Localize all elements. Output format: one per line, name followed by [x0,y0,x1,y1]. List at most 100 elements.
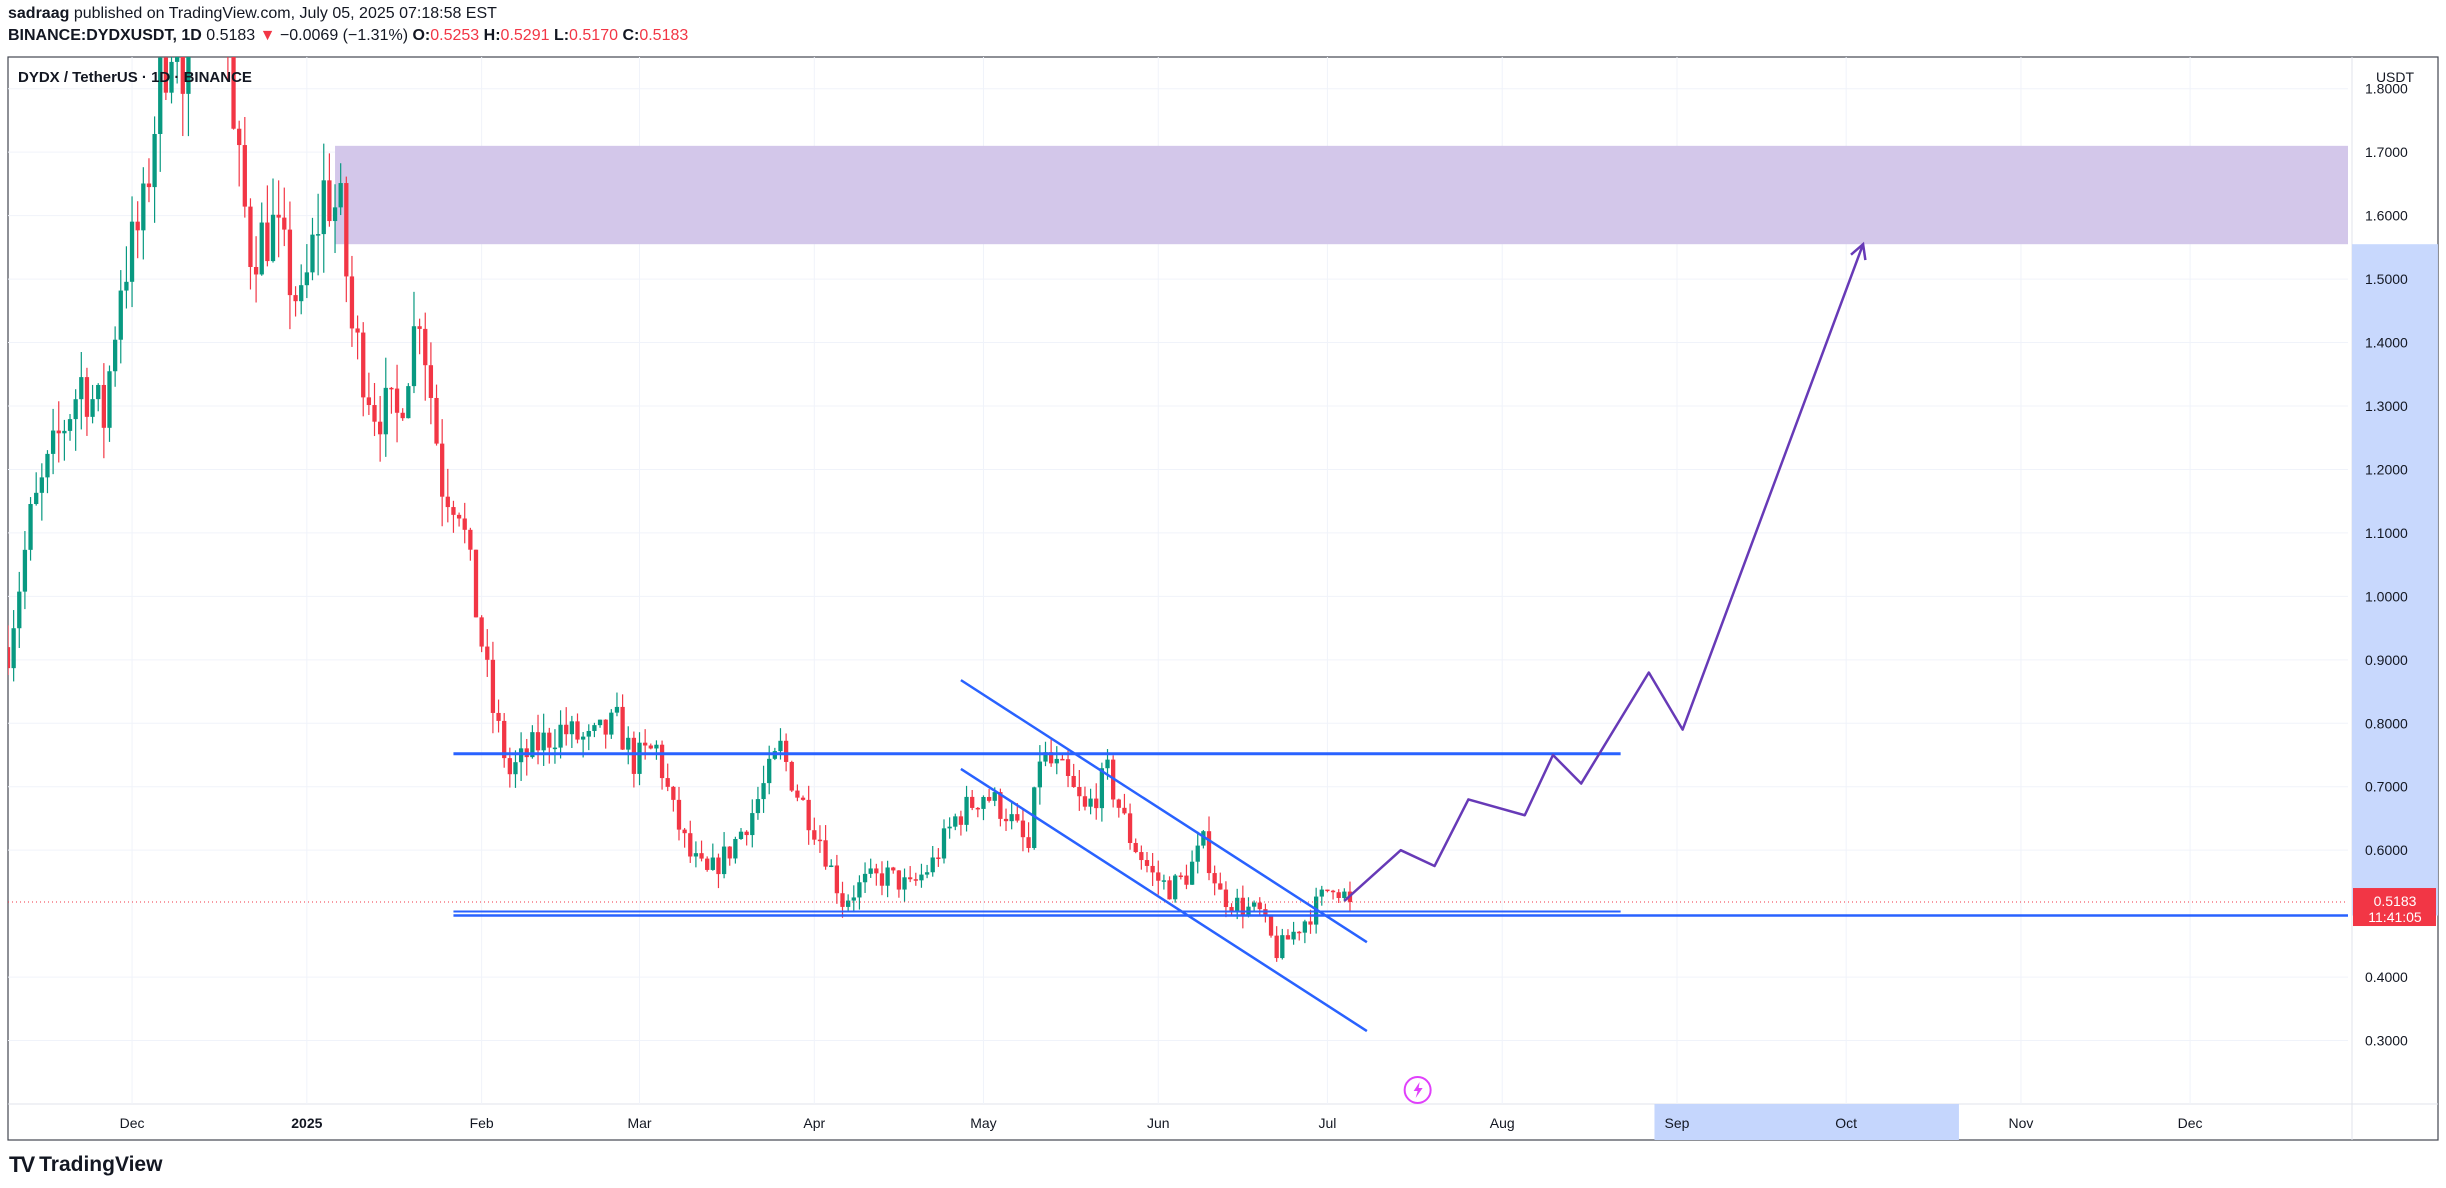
candle-body [1342,891,1347,898]
candle-body [1297,931,1302,934]
candle-body [761,783,766,800]
candle-body [1048,752,1054,764]
candle-body [1150,865,1155,873]
candle-body [1274,935,1279,959]
candle-body [924,872,930,875]
candle-body [406,386,411,419]
candle-body [1026,837,1031,848]
candle-body [175,57,180,62]
candle-body [705,858,710,870]
candle-body [253,266,259,275]
candle-body [135,221,140,231]
candle-body [857,882,862,898]
candle-body [394,388,400,413]
candle-body [535,732,541,751]
candle-body [270,214,276,262]
price-tick-label: 1.8000 [2365,81,2408,97]
candle-body [186,57,191,94]
projection-arrowhead [1850,241,1867,261]
candle-body [1015,814,1020,821]
candle-body [1218,883,1223,890]
candle-body [361,332,366,398]
candle-body [507,758,512,775]
candle-body [1285,935,1291,940]
candle-body [101,384,106,428]
price-tick-label: 1.6000 [2365,208,2408,224]
candle-body [62,430,67,434]
candle-body [564,724,569,735]
candle-body [953,816,958,827]
down-arrow-icon: ▼ [259,27,276,44]
candle-body [1302,921,1308,933]
candle-body [299,285,304,302]
candle-body [355,328,360,333]
candle-body [1054,758,1059,764]
candle-body [913,879,918,881]
currency-label: USDT [2376,69,2415,85]
candle-body [1268,915,1274,936]
candle-body [28,504,33,550]
candle-body [1077,787,1082,797]
candle-body [338,183,343,208]
author-name[interactable]: sadraag [8,5,70,22]
candle-body [293,295,298,302]
candle-body [1082,796,1088,807]
candle-body [1122,807,1127,814]
candle-body [1156,872,1161,881]
candle-body [1167,880,1172,900]
candle-body [8,647,11,669]
candle-body [874,868,879,874]
last-price-badge-text: 0.5183 [2374,893,2417,909]
candle-body [558,724,563,748]
candle-body [896,870,902,890]
time-tick-label: Jun [1147,1115,1170,1131]
lightning-icon [1413,1082,1423,1098]
candle-body [721,846,727,875]
candle-body [592,725,597,731]
candle-body [891,867,896,871]
candle-body [473,549,479,618]
candle-body [597,719,603,726]
candle-body [90,399,95,417]
candle-body [383,387,388,435]
symbol-label: BINANCE:DYDXUSDT, 1D [8,27,202,44]
candle-body [1195,845,1200,862]
candle-body [975,807,980,810]
tradingview-logo[interactable]: TV TradingView [9,1152,162,1178]
candle-body [440,443,445,497]
candle-body [846,900,851,907]
candle-body [631,737,637,774]
candle-body [451,507,456,515]
candle-body [231,57,236,129]
candle-body [1235,897,1240,911]
candle-body [541,732,546,751]
candle-body [812,830,817,840]
candle-body [936,857,941,859]
candle-body [648,745,653,749]
candle-body [1257,902,1262,910]
time-range-highlight [1654,1104,1959,1140]
candle-body [727,846,732,859]
candle-body [964,796,969,825]
candle-body [287,229,293,296]
open-label: O: [412,27,431,44]
candle-body [609,712,614,735]
supply-zone [335,145,2348,245]
candle-body [237,128,242,146]
chart-title: DYDX / TetherUS · 1D · BINANCE [18,69,252,86]
time-tick-label: May [970,1115,996,1131]
candle-body [1060,758,1065,761]
candle-body [107,371,112,428]
candle-body [1127,813,1133,843]
candle-body [163,57,169,93]
candle-body [1173,875,1178,900]
candle-body [688,833,693,857]
candle-body [919,874,924,881]
candle-body [1037,761,1042,788]
candle-body [992,792,997,801]
candle-body [800,797,806,800]
candle-body [378,421,383,435]
candle-body [1139,852,1144,861]
candle-body [169,61,174,93]
